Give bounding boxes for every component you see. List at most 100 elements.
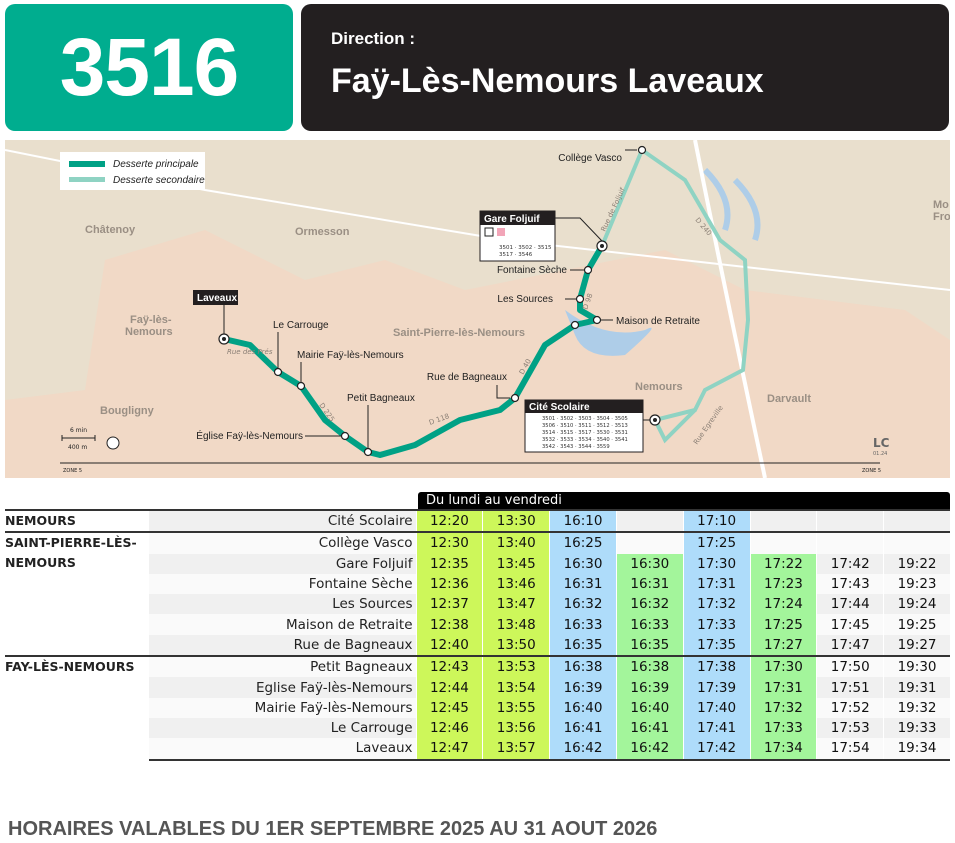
departure-time: 17:42: [816, 553, 884, 574]
line-number-badge: 3516: [5, 4, 293, 131]
departure-time: 13:47: [482, 594, 550, 615]
departure-time: 16:31: [615, 573, 684, 595]
departure-time: 13:46: [482, 573, 550, 595]
stop-name: Petit Bagneaux: [149, 655, 417, 678]
cite-lines: 3542 · 3543 · 3544 · 3559: [542, 444, 610, 450]
stop-name: Mairie Faÿ-lès-Nemours: [149, 697, 417, 718]
departure-time: 19:34: [883, 738, 950, 761]
departure-time: 16:32: [549, 594, 617, 615]
departure-time: 13:45: [482, 553, 550, 574]
stop-marker[interactable]: [510, 393, 520, 403]
stop-marker[interactable]: [583, 265, 593, 275]
departure-time: 16:35: [615, 634, 684, 657]
table-row: FAY-LÈS-NEMOURS Petit Bagneaux 12:43 13:53 1…: [5, 655, 950, 760]
stop-marker[interactable]: [340, 431, 350, 441]
departure-time: 17:45: [816, 614, 884, 635]
departure-time: 13:55: [482, 697, 550, 718]
town-label: Ormesson: [295, 226, 350, 238]
departure-time: 16:39: [615, 677, 684, 698]
departure-time: 19:30: [883, 655, 950, 678]
rer-icon: [497, 228, 505, 236]
zone-right: ZONE 5: [862, 468, 881, 474]
zone-left: ZONE 5: [63, 468, 82, 474]
stop-marker[interactable]: [592, 315, 602, 325]
stop-marker[interactable]: [637, 145, 647, 155]
stop-label-fontaine: Fontaine Sèche: [497, 265, 567, 276]
stop-name: Rue de Bagneaux: [149, 634, 417, 657]
gare-lines: 3501 · 3502 · 3515: [499, 245, 552, 251]
departure-time: 12:38: [415, 614, 483, 635]
departure-time: [749, 531, 817, 554]
departure-time: 16:42: [549, 738, 617, 761]
departure-time: 17:39: [682, 677, 751, 698]
stop-marker[interactable]: [363, 447, 373, 457]
departure-time: 13:57: [482, 738, 550, 761]
town-name: NEMOURS: [5, 508, 150, 533]
departure-time: 17:33: [749, 717, 817, 739]
legend-main: Desserte principale: [113, 159, 199, 170]
departure-time: 17:22: [749, 553, 817, 574]
stop-name: Les Sources: [149, 594, 417, 615]
departure-time: 13:56: [482, 717, 550, 739]
town-label: Bougligny: [100, 405, 155, 417]
table-row: Laveaux 12:47 13:57 16:42 16:42 17:42 17:34 17:…: [5, 738, 950, 761]
stop-name: Cité Scolaire: [149, 508, 417, 533]
town-label: Mo: [933, 199, 949, 211]
departure-time: 17:31: [749, 677, 817, 698]
departure-time: 19:22: [883, 553, 950, 574]
cite-lines: 3514 · 3515 · 3517 · 3530 · 3531: [542, 430, 628, 436]
departure-time: 16:41: [549, 717, 617, 739]
gare-lines: 3517 · 3546: [499, 252, 533, 258]
departure-time: 16:39: [549, 677, 617, 698]
departure-time: 16:38: [549, 655, 617, 678]
town-label: Châtenoy: [85, 224, 136, 236]
stop-label-rue-bagneaux: Rue de Bagneaux: [427, 372, 507, 383]
departure-time: 12:44: [415, 677, 483, 698]
stop-marker[interactable]: [570, 320, 580, 330]
table-row: Gare Foljuif 12:35 13:45 16:30 16:30 17:30 17:…: [5, 553, 950, 574]
departure-time: 17:31: [682, 573, 751, 595]
departure-time: 12:45: [415, 697, 483, 718]
stop-label-carrouge: Le Carrouge: [273, 320, 329, 331]
departure-time: 17:43: [816, 573, 884, 595]
departure-time: 16:38: [615, 655, 684, 678]
north-arrow-icon: [106, 436, 120, 450]
departure-time: 16:30: [615, 553, 684, 574]
departure-time: 17:25: [749, 614, 817, 635]
departure-time: 17:52: [816, 697, 884, 718]
timetable-grid: NEMOURS Cité Scolaire 12:20 13:30 16:10 17:10…: [5, 508, 950, 761]
departure-time: 12:47: [415, 738, 483, 761]
legend-main-swatch: [69, 161, 105, 167]
table-row: Eglise Faÿ-lès-Nemours 12:44 13:54 16:39 16:…: [5, 677, 950, 698]
stop-marker[interactable]: [273, 367, 283, 377]
direction-label: Direction :: [331, 29, 416, 48]
scale-bar: [61, 435, 96, 441]
stop-label-gare: Gare Foljuif: [484, 214, 540, 225]
train-icon: [484, 227, 494, 237]
cite-lines: 3506 · 3510 · 3511 · 3512 · 3513: [542, 423, 628, 429]
departure-time: 16:32: [615, 594, 684, 615]
table-row: Mairie Faÿ-lès-Nemours 12:45 13:55 16:40 16:…: [5, 697, 950, 718]
departure-time: 17:38: [682, 655, 751, 678]
stop-label-mairie: Mairie Faÿ-lès-Nemours: [297, 350, 404, 361]
departure-time: 12:35: [415, 553, 483, 574]
departure-time: 17:41: [682, 717, 751, 739]
departure-time: 17:42: [682, 738, 751, 761]
town-label: Nemours: [125, 326, 173, 338]
departure-time: 13:54: [482, 677, 550, 698]
stop-label-laveaux: Laveaux: [197, 293, 237, 304]
departure-time: 17:27: [749, 634, 817, 657]
stop-label-vasco: Collège Vasco: [558, 153, 622, 164]
town-name: FAY-LÈS-NEMOURS: [5, 655, 150, 760]
departure-time: 12:46: [415, 717, 483, 739]
period-header: Du lundi au vendredi: [418, 492, 950, 509]
stop-marker[interactable]: [296, 381, 306, 391]
departure-time: 12:20: [415, 508, 483, 533]
stop-marker[interactable]: [575, 294, 585, 304]
direction-banner: Direction : Faÿ-Lès-Nemours Laveaux: [301, 4, 949, 131]
departure-time: 16:31: [549, 573, 617, 595]
departure-time: 12:40: [415, 634, 483, 657]
departure-time: 17:53: [816, 717, 884, 739]
departure-time: 17:44: [816, 594, 884, 615]
table-row: Rue de Bagneaux 12:40 13:50 16:35 16:35 17:35…: [5, 634, 950, 657]
